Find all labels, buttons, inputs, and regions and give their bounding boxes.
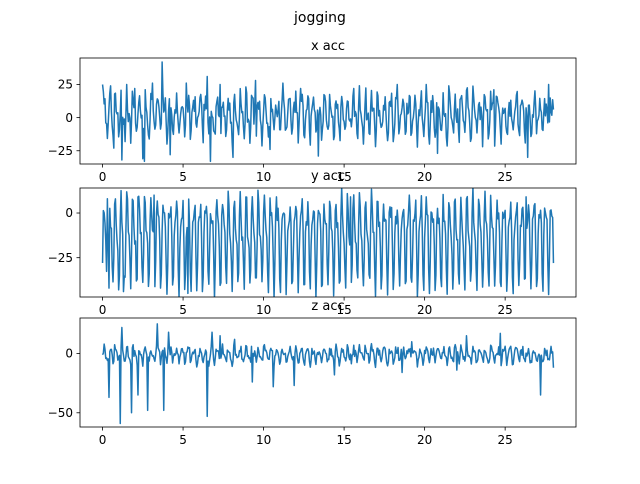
figure-suptitle: jogging — [293, 10, 346, 26]
x-tick-label: 15 — [336, 170, 351, 184]
subplot-1: 0 5 10 15 20 25 −25 0 25 x acc — [48, 39, 577, 184]
x-tick-label: 0 — [99, 433, 107, 447]
x-tick-label: 15 — [336, 303, 351, 317]
subplots: 0 5 10 15 20 25 −25 0 25 x acc 0 5 10 15 20 25 −25 0 y acc… — [48, 39, 577, 447]
x-tick-label: 0 — [99, 303, 107, 317]
y-tick-label: −25 — [48, 251, 73, 265]
x-tick-label: 5 — [179, 433, 187, 447]
x-tick-label: 0 — [99, 170, 107, 184]
x-tick-label: 25 — [498, 433, 513, 447]
series-line-1 — [101, 188, 555, 297]
x-tick-label: 5 — [179, 303, 187, 317]
axes-frame — [79, 57, 577, 165]
x-tick-label: 15 — [336, 433, 351, 447]
y-tick-label: −25 — [48, 144, 73, 158]
x-tick-label: 25 — [498, 170, 513, 184]
y-tick-label: 25 — [58, 78, 73, 92]
x-tick-label: 20 — [417, 170, 432, 184]
x-tick-label: 10 — [256, 170, 271, 184]
subplot-3: 0 5 10 15 20 25 −50 0 z acc — [48, 299, 577, 447]
y-tick-label: 0 — [65, 111, 73, 125]
subplot-title: z acc — [311, 299, 344, 314]
x-tick-label: 20 — [417, 303, 432, 317]
series-line-1 — [101, 61, 555, 163]
series-line-1 — [101, 323, 555, 425]
x-tick-label: 5 — [179, 170, 187, 184]
x-tick-label: 25 — [498, 303, 513, 317]
y-tick-label: 0 — [65, 347, 73, 361]
x-tick-label: 10 — [256, 303, 271, 317]
y-tick-label: −50 — [48, 406, 73, 420]
y-tick-label: 0 — [65, 206, 73, 220]
axes-frame — [79, 317, 577, 428]
x-tick-label: 10 — [256, 433, 271, 447]
subplot-2: 0 5 10 15 20 25 −25 0 y acc — [48, 169, 577, 317]
axes-frame — [79, 187, 577, 298]
x-tick-label: 20 — [417, 433, 432, 447]
subplot-title: y acc — [311, 169, 345, 184]
subplot-title: x acc — [311, 39, 345, 54]
